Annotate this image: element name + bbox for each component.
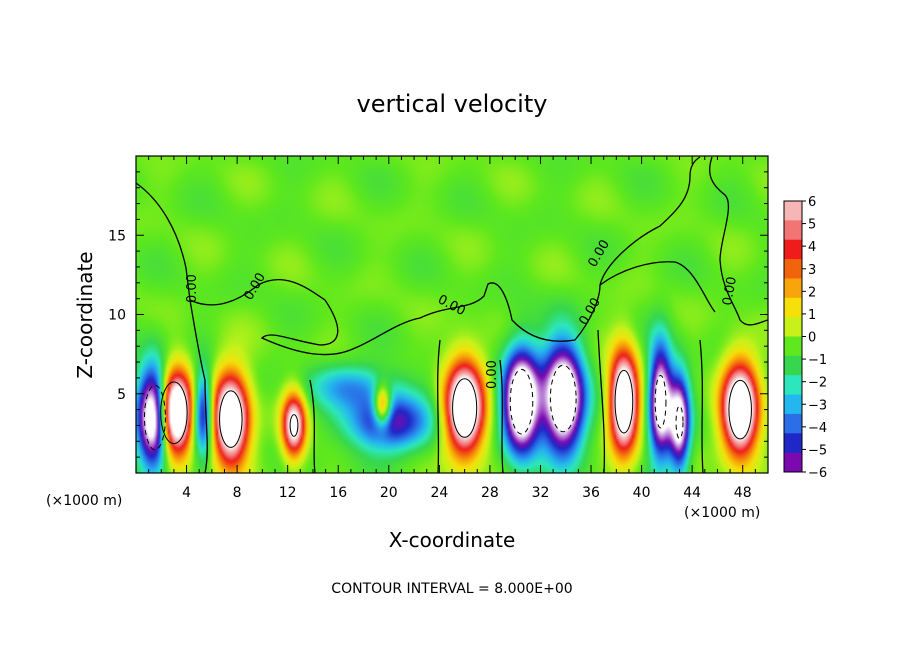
- x-tick-label: 16: [329, 485, 347, 501]
- x-tick-label: 48: [734, 485, 752, 501]
- colorbar-tick-label: 0: [808, 331, 816, 346]
- x-tick-label: 32: [532, 485, 550, 501]
- x-tick-label: 8: [233, 485, 242, 501]
- colorbar-tick-label: 5: [808, 218, 816, 233]
- colorbar-swatch: [784, 201, 802, 221]
- colorbar-swatch: [784, 259, 802, 279]
- updraft-core-contour: [289, 414, 299, 437]
- zero-contour-shaft-2: [309, 379, 316, 473]
- downdraft-core-contour: [509, 368, 534, 435]
- colorbar-tick-label: −4: [808, 421, 827, 436]
- colorbar-swatch: [784, 336, 802, 357]
- y-axis: 5 10 15: [108, 171, 768, 458]
- zero-contour-upper: [136, 156, 701, 356]
- downdraft-core-contour: [654, 374, 667, 429]
- colorbar-tick-label: 1: [808, 308, 816, 323]
- colorbar-swatch: [784, 375, 802, 396]
- colorbar-swatch: [784, 220, 802, 241]
- colorbar-swatch: [784, 297, 802, 318]
- x-tick-label: 20: [380, 485, 398, 501]
- chart-title: vertical velocity: [357, 90, 548, 118]
- colorbar-swatch: [784, 355, 802, 376]
- zero-contour-shaft-4: [499, 359, 504, 473]
- colorbar-swatch: [784, 278, 802, 299]
- colorbar-swatch: [784, 394, 802, 415]
- updraft-core-contour: [160, 381, 188, 445]
- x-tick-label: 28: [481, 485, 499, 501]
- colorbar: 6 5 4 3 2 1 0 −1 −2 −3 −4 −5 −6: [783, 195, 827, 481]
- colorbar-tick-label: 6: [808, 195, 816, 210]
- x-tick-label: 24: [430, 485, 448, 501]
- colorbar-tick-label: 3: [808, 263, 816, 278]
- zero-contours: [136, 156, 768, 473]
- colorbar-swatch: [784, 317, 802, 337]
- zero-contour-shaft-3: [437, 339, 441, 473]
- colorbar-swatch: [784, 452, 802, 473]
- x-tick-label: 36: [582, 485, 600, 501]
- contour-label: 0.00: [185, 274, 200, 303]
- colorbar-swatch: [784, 413, 802, 434]
- colorbar-tick-label: −6: [808, 466, 827, 481]
- y-tick-label: 5: [117, 387, 126, 403]
- x-tick-label: 12: [279, 485, 297, 501]
- downdraft-core-contour: [675, 405, 684, 440]
- contour-interval-note: CONTOUR INTERVAL = 8.000E+00: [331, 581, 572, 597]
- updraft-core-contour: [219, 390, 243, 448]
- zero-contour-shaft-5: [597, 329, 606, 473]
- x-axis-label: X-coordinate: [389, 528, 516, 552]
- updraft-core-contour: [614, 369, 634, 434]
- x-tick-label: 44: [683, 485, 701, 501]
- y-tick-label: 10: [108, 308, 126, 324]
- colorbar-tick-label: −5: [808, 443, 827, 458]
- updraft-core-contour: [728, 379, 752, 440]
- x-tick-label: 40: [633, 485, 651, 501]
- contour-label: 0.00: [720, 276, 740, 307]
- colorbar-tick-label: −1: [808, 353, 827, 368]
- updraft-core-contour: [452, 378, 478, 438]
- downdraft-core-contour: [143, 384, 166, 451]
- colorbar-tick-label: −2: [808, 376, 827, 391]
- zero-contour-shaft-1: [189, 299, 208, 473]
- x-unit-label-right: (×1000 m): [684, 505, 760, 521]
- zero-contour-mid: [599, 261, 716, 313]
- colorbar-swatch: [784, 433, 802, 454]
- core-contours: [143, 364, 752, 451]
- colorbar-tick-label: 4: [808, 240, 816, 255]
- zero-contour-shaft-6: [699, 339, 704, 473]
- plot-area: [136, 156, 768, 473]
- contour-label: 0.00: [485, 360, 500, 389]
- x-tick-label: 4: [182, 485, 191, 501]
- y-tick-label: 15: [108, 228, 126, 244]
- velocity-field: [136, 156, 768, 473]
- colorbar-tick-label: −3: [808, 398, 827, 413]
- x-axis: 4 8 12 16 20 24 28 32 36 40 44 48: [148, 156, 756, 501]
- downdraft-core-contour: [549, 364, 577, 433]
- x-unit-label-left: (×1000 m): [46, 493, 122, 509]
- y-axis-label: Z-coordinate: [73, 251, 97, 378]
- colorbar-swatch: [784, 239, 802, 260]
- zero-contour-right: [709, 156, 768, 326]
- colorbar-tick-label: 2: [808, 285, 816, 300]
